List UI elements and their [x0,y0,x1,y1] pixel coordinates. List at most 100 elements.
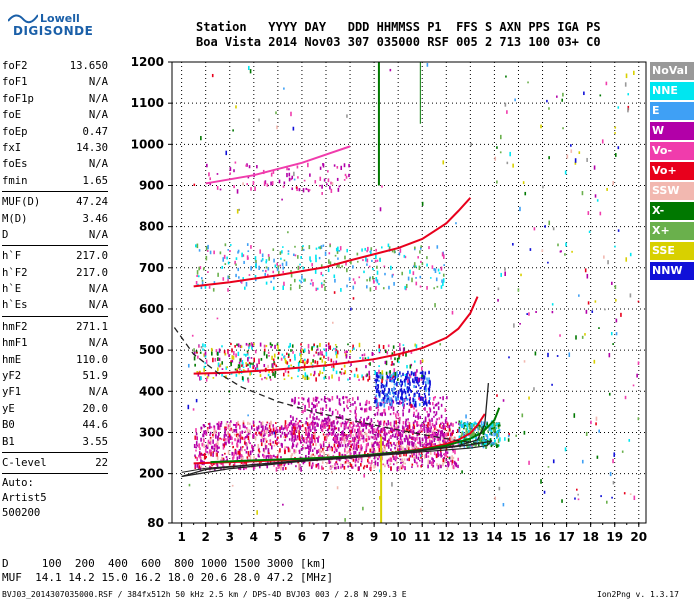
echo-dot [376,384,379,387]
echo-dot [256,434,258,437]
plot-frame [171,61,647,524]
echo-dot [600,495,602,498]
echo-dot [310,279,313,282]
echo-dot [400,438,403,442]
echo-dot [300,256,302,259]
echo-dot [209,250,212,255]
echo-dot [319,166,322,170]
echo-dot [393,424,396,427]
echo-dot [404,285,406,290]
echo-dot [562,127,564,130]
echo-dot [594,300,597,303]
echo-dot [377,384,380,389]
echo-dot [432,429,435,432]
echo-dot [632,384,635,387]
echo-dot [421,442,423,445]
echo-dot [224,431,226,436]
echo-dot [311,449,314,452]
echo-dot [321,419,324,422]
echo-dot [333,443,336,448]
echo-dot [215,349,218,353]
echo-dot [419,508,422,512]
echo-dot [375,394,378,398]
echo-dot [289,284,292,287]
echo-dot [225,456,228,459]
profile-curve [181,440,493,473]
param-value: 3.55 [82,435,108,448]
echo-dot [250,266,252,271]
echo-dot [499,134,502,140]
echo-dot [318,435,320,439]
echo-dot [277,436,279,440]
echo-dot [402,409,404,412]
echo-dot [375,399,377,403]
echo-dot [227,261,230,265]
echo-dot [250,444,253,449]
echo-dot [291,344,294,348]
echo-dot [452,456,455,459]
echo-dot [389,413,392,416]
echo-dot [380,246,383,249]
echo-dot [204,354,207,358]
echo-dot [424,434,426,439]
echo-dot [262,438,265,443]
echo-dot [496,433,498,438]
header-row2: Boa Vista 2014 Nov03 307 035000 RSF 005 … [196,35,601,49]
echo-dot [346,248,349,253]
echo-dot [347,378,349,381]
echo-dot [381,378,383,384]
echo-dot [528,460,530,465]
echo-dot [438,436,441,441]
echo-dot [241,447,243,452]
echo-dot [391,428,394,433]
echo-dot [551,303,554,306]
echo-dot [236,435,239,440]
echo-dot [574,158,577,163]
echo-dot [319,176,322,181]
echo-dot [276,267,279,272]
echo-dot [393,456,395,460]
echo-dot [193,183,196,186]
echo-dot [247,421,249,425]
echo-dot [252,434,254,439]
echo-dot [480,425,483,428]
echo-dot [328,398,330,402]
echo-dot [441,430,444,435]
echo-dot [472,432,475,435]
echo-dot [356,374,359,378]
echo-dot [478,436,480,442]
echo-dot [274,373,276,378]
echo-dot [247,65,250,70]
echo-dot [244,440,246,445]
echo-dot [496,146,498,149]
echo-dot [408,393,411,397]
echo-dot [274,370,277,374]
echo-dot [315,442,317,447]
param-value: N/A [88,109,108,122]
echo-dot [273,353,276,358]
echo-dot [326,435,328,440]
echo-dot [419,396,422,401]
echo-dot [367,246,369,251]
param-name: foF1 [2,76,28,89]
param-row: foF1p N/A [2,91,108,107]
echo-dot [428,393,430,396]
echo-dot [540,479,542,484]
echo-dot [352,278,355,281]
echo-dot [415,415,417,418]
echo-dot [316,403,318,407]
echo-dot [201,453,203,456]
echo-dot [316,449,318,455]
echo-dot [349,355,351,359]
echo-dot [413,405,415,410]
echo-dot [417,414,419,418]
echo-dot [299,425,302,430]
echo-dot [581,191,584,196]
echo-dot [429,277,432,279]
echo-dot [437,452,440,458]
echo-dot [399,458,402,461]
echo-dot [446,396,448,400]
plot-grid [172,61,646,523]
echo-dot [419,415,422,420]
